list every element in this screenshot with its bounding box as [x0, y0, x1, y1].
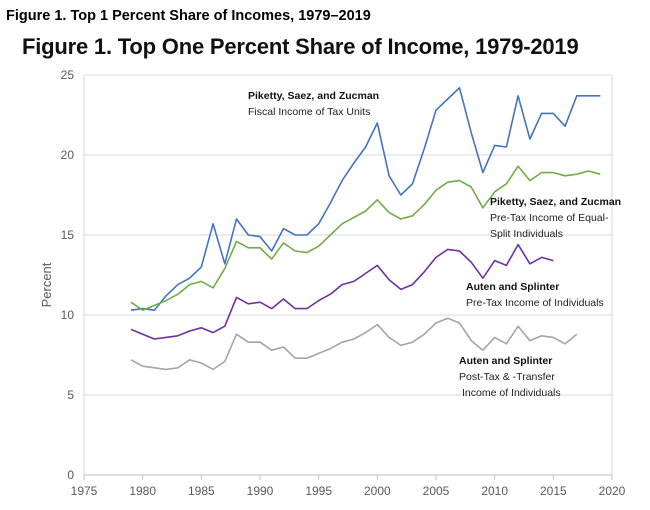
series-lines: [130, 87, 601, 371]
annotation-as-pretax: Auten and Splinter Pre-Tax Income of Ind…: [466, 281, 604, 309]
y-axis-label: Percent: [39, 262, 54, 307]
annotation-line: Post-Tax & -Transfer: [459, 371, 555, 383]
x-tick-label: 2000: [364, 484, 391, 498]
y-tick-label: 10: [61, 308, 75, 322]
annotation-line: Income of Individuals: [462, 387, 561, 399]
annotation-title: Auten and Splinter: [466, 281, 559, 293]
annotation-line: Split Individuals: [490, 228, 563, 240]
series-line-3: [130, 317, 578, 371]
x-tick-label: 2015: [540, 484, 567, 498]
series-line-2: [130, 243, 554, 340]
series-line-1: [130, 165, 601, 312]
x-tick-label: 1990: [247, 484, 274, 498]
x-tick-label: 1985: [188, 484, 215, 498]
chart-title: Figure 1. Top One Percent Share of Incom…: [22, 34, 579, 59]
series-line-0: [130, 87, 601, 312]
annotation-title: Auten and Splinter: [459, 355, 552, 367]
annotation-psz-pretax: Piketty, Saez, and Zucman Pre-Tax Income…: [490, 196, 621, 240]
y-tick-label: 20: [61, 148, 75, 162]
annotation-line: Pre-Tax Income of Equal-: [490, 212, 609, 224]
y-tick-label: 0: [67, 468, 74, 482]
y-tick-labels: 0 5 10 15 20 25: [61, 68, 75, 482]
annotation-line: Pre-Tax Income of Individuals: [466, 297, 604, 309]
x-tick-label: 1995: [305, 484, 332, 498]
y-tick-label: 25: [61, 68, 75, 82]
annotation-line: Fiscal Income of Tax Units: [248, 106, 370, 118]
x-tick-label: 2010: [481, 484, 508, 498]
axes: [83, 74, 613, 480]
figure-caption: Figure 1. Top 1 Percent Share of Incomes…: [6, 8, 371, 24]
x-tick-label: 2005: [423, 484, 450, 498]
x-tick-labels: 1975 1980 1985 1990 1995 2000 2005 2010 2015 2020: [71, 484, 626, 498]
y-tick-label: 15: [61, 228, 75, 242]
annotation-title: Piketty, Saez, and Zucman: [490, 196, 621, 208]
annotation-as-posttax: Auten and Splinter Post-Tax & -Transfer …: [459, 355, 561, 399]
x-tick-label: 1980: [129, 484, 156, 498]
x-tick-label: 2020: [599, 484, 626, 498]
annotation-title: Piketty, Saez, and Zucman: [248, 90, 379, 102]
y-tick-label: 5: [67, 388, 74, 402]
annotation-psz-fiscal: Piketty, Saez, and Zucman Fiscal Income …: [248, 90, 379, 118]
x-tick-label: 1975: [71, 484, 98, 498]
